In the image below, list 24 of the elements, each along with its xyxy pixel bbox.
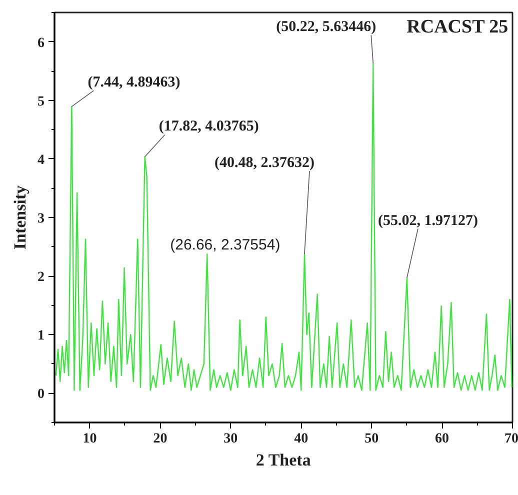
x-tick-label: 10 (82, 432, 97, 446)
y-tick-label: 5 (38, 94, 44, 110)
x-tick-label: 30 (224, 432, 238, 446)
chart-title: RCACST 25 (406, 16, 508, 38)
x-tick-label: 20 (153, 432, 168, 446)
y-tick-label: 3 (38, 212, 44, 226)
annotation: (7.44, 4.89463) (88, 74, 180, 91)
x-tick-label: 40 (294, 432, 308, 446)
x-tick-label: 60 (435, 432, 450, 446)
annotation: (26.66, 2.37554) (170, 236, 280, 254)
annotation: (17.82, 4.03765) (158, 118, 259, 135)
y-tick-label: 4 (38, 152, 44, 168)
y-tick-label: 6 (38, 36, 44, 51)
x-axis-title: 2 Theta (256, 450, 312, 470)
x-tick-label: 70 (504, 432, 518, 446)
x-tick-label: 50 (364, 432, 379, 446)
annotation: (50.22, 5.63446) (276, 19, 376, 36)
y-tick-label: 2 (38, 270, 44, 286)
y-axis-title: Intensity (10, 184, 30, 250)
annotation: (40.48, 2.37632) (214, 155, 314, 172)
y-tick-label: 1 (38, 328, 44, 344)
annotation: (55.02, 1.97127) (378, 212, 478, 229)
y-tick-label: 0 (38, 387, 44, 402)
line-series (55, 62, 512, 391)
